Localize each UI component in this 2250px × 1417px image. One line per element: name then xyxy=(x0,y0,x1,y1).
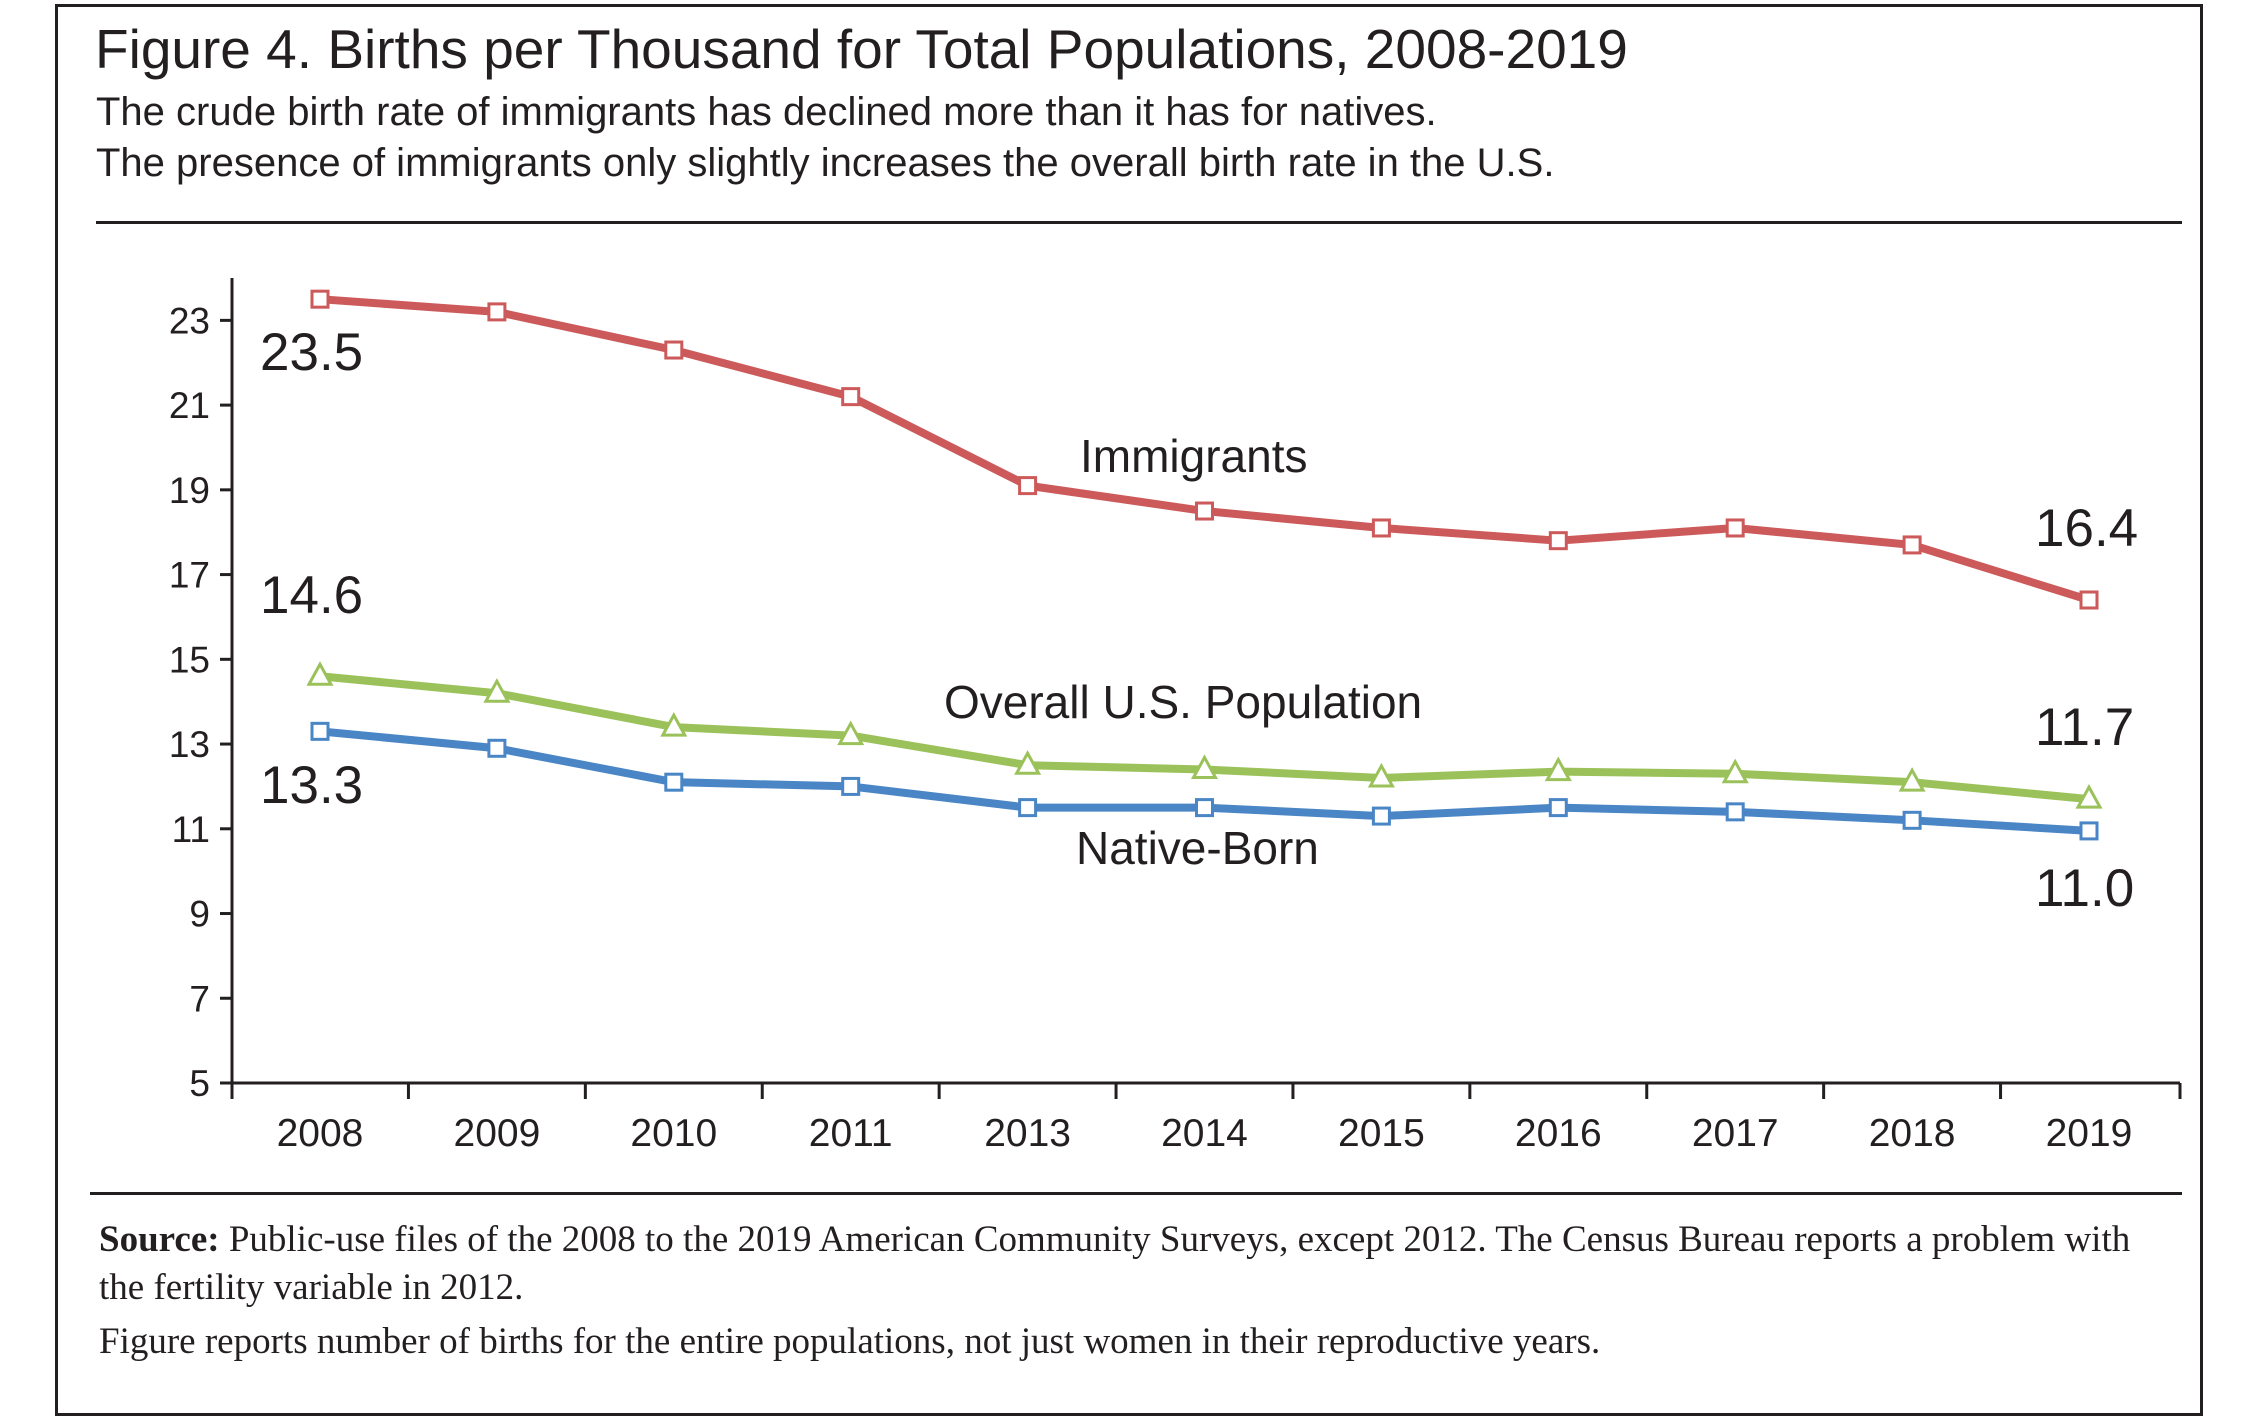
immigrants-data-point xyxy=(487,302,507,322)
y-tick-label: 5 xyxy=(189,1063,210,1104)
footer-divider xyxy=(90,1192,2182,1195)
native-data-point xyxy=(2079,821,2099,841)
chart-annotations: Immigrants Overall U.S. Population Native-… xyxy=(260,323,2138,918)
immigrants-data-point xyxy=(841,387,861,407)
immigrants-data-point xyxy=(1725,518,1745,538)
overall-data-point xyxy=(2075,784,2103,809)
immigrants-data-point xyxy=(310,289,330,309)
figure-subtitle-line-1: The crude birth rate of immigrants has d… xyxy=(96,90,1437,134)
immigrants-series-label: Immigrants xyxy=(1080,430,1307,482)
y-tick-label: 13 xyxy=(169,724,210,765)
x-tick-label: 2013 xyxy=(984,1112,1071,1155)
overall-data-point xyxy=(306,661,334,686)
value-annotation: 13.3 xyxy=(260,756,363,815)
y-tick-label: 17 xyxy=(169,555,210,596)
overall-data-point xyxy=(1898,767,1926,792)
native-data-point xyxy=(310,721,330,741)
overall-data-point xyxy=(1014,750,1042,775)
x-tick-label: 2008 xyxy=(277,1112,364,1155)
overall-data-point xyxy=(660,711,688,737)
value-annotation: 11.7 xyxy=(2035,698,2134,757)
header-divider xyxy=(96,221,2182,224)
overall-data-point xyxy=(1721,758,1749,784)
x-tick-label: 2019 xyxy=(2046,1112,2133,1155)
figure-frame xyxy=(55,4,2203,1416)
y-tick-label: 7 xyxy=(189,978,210,1019)
immigrants-data-point xyxy=(664,340,684,360)
immigrants-data-point xyxy=(1902,535,1922,555)
y-tick-label: 23 xyxy=(169,300,210,341)
x-tick-label: 2014 xyxy=(1161,1112,1248,1155)
overall-series-label: Overall U.S. Population xyxy=(944,676,1422,728)
native-data-point xyxy=(1725,802,1745,822)
native-data-point xyxy=(1902,810,1922,830)
overall-data-point xyxy=(1544,756,1572,782)
x-tick-label: 2011 xyxy=(809,1112,893,1155)
native-data-point xyxy=(841,776,861,796)
figure-subtitle-line-2: The presence of immigrants only slightly… xyxy=(96,141,1555,185)
native-data-point xyxy=(1548,798,1568,818)
x-tick-label: 2015 xyxy=(1338,1112,1425,1155)
x-tick-label: 2018 xyxy=(1869,1112,1956,1155)
y-tick-label: 11 xyxy=(172,809,210,850)
immigrants-data-point xyxy=(1195,501,1214,521)
source-label: Source: xyxy=(99,1219,220,1260)
y-tick-label: 21 xyxy=(169,385,210,426)
immigrants-data-point xyxy=(1018,476,1038,496)
x-tick-label: 2010 xyxy=(630,1112,717,1155)
value-annotation: 23.5 xyxy=(260,323,363,382)
source-note: Source: Public-use files of the 2008 to … xyxy=(99,1216,2184,1312)
native-data-point xyxy=(664,772,684,792)
overall-data-point xyxy=(1367,762,1395,788)
overall-data-point xyxy=(837,720,865,746)
native-data-point xyxy=(1371,806,1391,826)
overall-data-point xyxy=(1190,754,1219,779)
methodology-note: Figure reports number of births for the … xyxy=(99,1321,1601,1362)
overall-data-point xyxy=(483,678,511,703)
value-annotation: 14.6 xyxy=(260,566,363,625)
y-tick-label: 19 xyxy=(169,470,210,511)
native-data-point xyxy=(1195,798,1214,818)
native-data-point xyxy=(487,738,507,758)
chart-series xyxy=(306,289,2103,841)
immigrants-data-point xyxy=(2079,590,2099,610)
value-annotation: 11.0 xyxy=(2035,859,2134,918)
y-tick-label: 15 xyxy=(169,639,210,680)
figure-title: Figure 4. Births per Thousand for Total … xyxy=(95,18,1628,80)
chart-axes: 5 7 9 11 13 15 17 19 21 23 2008 2009 2010 2011 2013 201… xyxy=(169,278,2182,1155)
native-series-label: Native-Born xyxy=(1076,822,1319,874)
y-tick-label: 9 xyxy=(189,894,210,935)
x-tick-label: 2017 xyxy=(1692,1112,1779,1155)
x-tick-label: 2009 xyxy=(454,1112,541,1155)
native-data-point xyxy=(1018,798,1038,818)
x-tick-label: 2016 xyxy=(1515,1112,1602,1155)
source-text: Public-use files of the 2008 to the 2019… xyxy=(99,1219,2131,1309)
value-annotation: 16.4 xyxy=(2035,499,2138,558)
immigrants-data-point xyxy=(1371,518,1391,538)
immigrants-data-point xyxy=(1548,531,1568,551)
